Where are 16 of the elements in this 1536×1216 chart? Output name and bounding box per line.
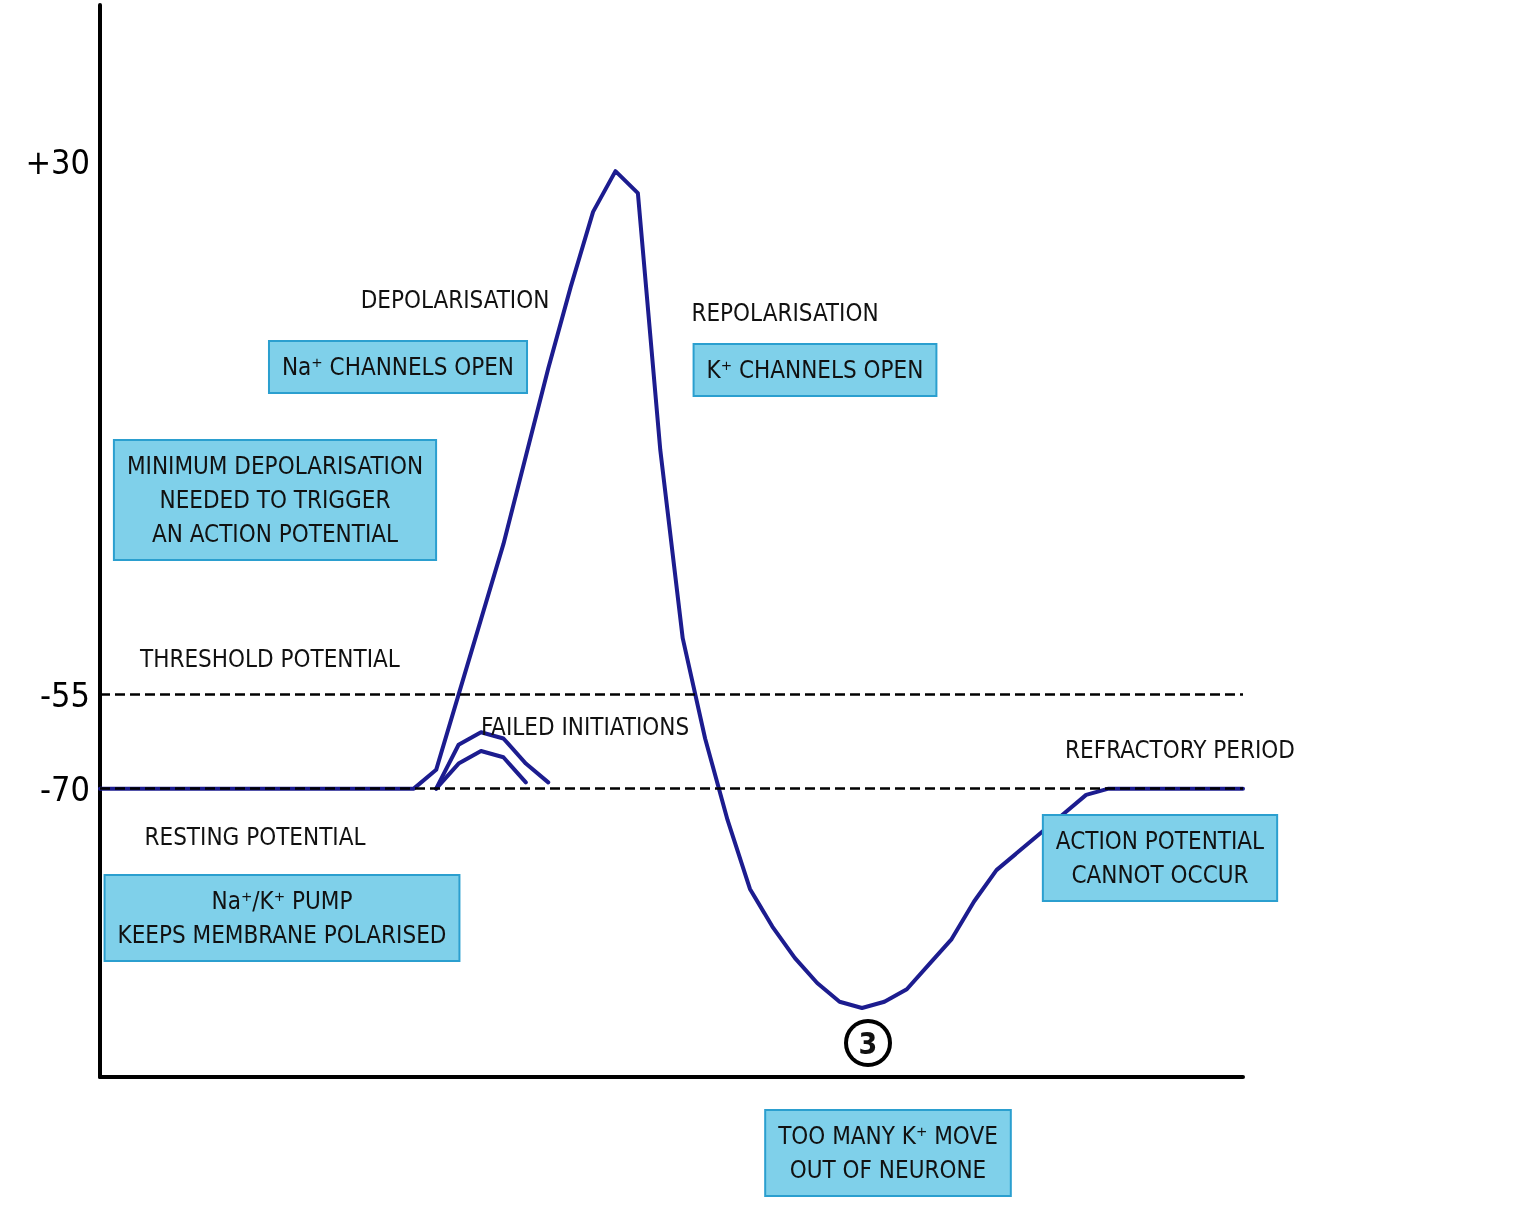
annotation: REPOLARISATION [691,299,879,327]
annotation: MINIMUM DEPOLARISATION NEEDED TO TRIGGER AN ACTION POTENTIAL [126,452,424,548]
annotation: RESTING POTENTIAL [144,823,366,851]
annotation: ACTION POTENTIAL CANNOT OCCUR [1055,827,1265,889]
annotation: REFRACTORY PERIOD [1065,736,1295,764]
annotation: Na⁺/K⁺ PUMP KEEPS MEMBRANE POLARISED [117,887,447,949]
ref-line-label: THRESHOLD POTENTIAL [139,644,400,673]
y-tick-label: +30 [25,141,90,182]
text: TOO MANY K⁺ MOVE OUT OF NEURONE [777,1122,998,1184]
annotation: K⁺ CHANNELS OPEN [706,356,924,384]
annotation: DEPOLARISATION [360,286,550,314]
annotation: FAILED INITIATIONS [480,713,690,741]
y-tick-label: -70 [40,768,90,809]
annotation: 3 [858,1025,878,1061]
annotation: Na⁺ CHANNELS OPEN [281,353,515,381]
y-tick-label: -55 [40,674,90,715]
